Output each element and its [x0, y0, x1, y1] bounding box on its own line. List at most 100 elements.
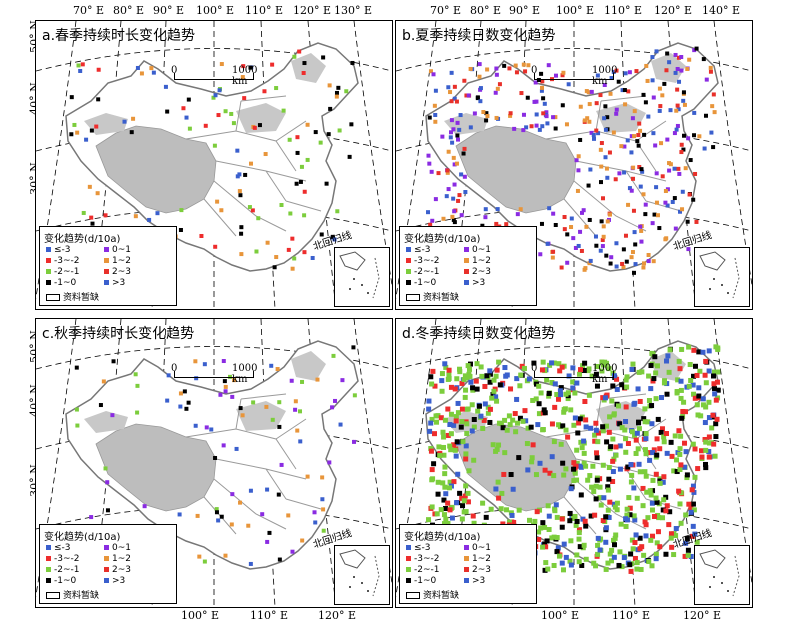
station-marker — [712, 453, 718, 459]
station-marker — [571, 236, 576, 241]
station-marker — [628, 551, 634, 557]
legend-label: >3 — [112, 576, 126, 586]
station-marker — [624, 512, 630, 518]
station-marker — [546, 513, 552, 519]
station-marker — [613, 444, 619, 450]
station-marker — [650, 351, 656, 357]
station-marker — [542, 467, 548, 473]
station-marker — [493, 486, 499, 492]
station-marker — [256, 216, 261, 221]
station-marker — [599, 164, 604, 169]
station-marker — [447, 443, 453, 449]
station-marker — [554, 391, 560, 397]
station-marker — [487, 419, 493, 425]
station-marker — [669, 544, 675, 550]
station-marker — [665, 353, 671, 359]
scale-bar: 0 1000 km — [171, 65, 257, 87]
station-marker — [536, 383, 542, 389]
station-marker — [327, 460, 332, 465]
station-marker — [517, 383, 523, 389]
station-marker — [204, 425, 209, 430]
station-marker — [630, 546, 636, 552]
station-marker — [686, 247, 691, 252]
station-marker — [98, 403, 103, 408]
south-china-sea-inset — [334, 247, 390, 307]
station-marker — [194, 376, 199, 381]
station-marker — [546, 63, 551, 68]
station-marker — [552, 506, 558, 512]
station-marker — [448, 447, 454, 453]
station-marker — [611, 501, 617, 507]
station-marker — [336, 85, 341, 90]
station-marker — [179, 208, 184, 213]
station-marker — [105, 508, 110, 513]
station-marker — [338, 422, 343, 427]
station-marker — [431, 72, 436, 77]
station-marker — [625, 440, 631, 446]
station-marker — [602, 82, 607, 87]
legend-item: -2~-1 — [406, 267, 440, 277]
station-marker — [438, 415, 444, 421]
station-marker — [617, 549, 623, 555]
station-marker — [504, 427, 510, 433]
station-marker — [495, 479, 501, 485]
station-marker — [462, 493, 468, 499]
legend-label: -1~0 — [54, 278, 77, 288]
legend-missing: 资料暂缺 — [406, 290, 459, 303]
legend-swatch — [46, 567, 51, 572]
station-marker — [646, 398, 652, 404]
station-marker — [240, 75, 245, 80]
station-marker — [663, 200, 668, 205]
station-marker — [684, 475, 690, 481]
station-marker — [330, 405, 335, 410]
station-marker — [442, 417, 448, 423]
station-marker — [652, 354, 658, 360]
station-marker — [465, 363, 471, 369]
station-marker — [714, 416, 720, 422]
legend-swatch — [104, 556, 109, 561]
station-marker — [534, 509, 540, 515]
station-marker — [506, 413, 512, 419]
station-marker — [669, 453, 675, 459]
station-marker — [599, 368, 605, 374]
station-marker — [696, 393, 702, 399]
legend-label: -1~0 — [414, 278, 437, 288]
station-marker — [525, 467, 531, 473]
station-marker — [605, 175, 610, 180]
station-marker — [621, 247, 626, 252]
station-marker — [526, 63, 531, 68]
legend-label: -3~-2 — [414, 554, 440, 564]
station-marker — [647, 488, 653, 494]
station-marker — [624, 374, 630, 380]
station-marker — [429, 381, 435, 387]
station-marker — [81, 210, 86, 215]
lon-label: 90° E — [509, 4, 541, 17]
station-marker — [692, 446, 698, 452]
station-marker — [683, 540, 689, 546]
station-marker — [426, 210, 431, 215]
station-marker — [525, 95, 530, 100]
station-marker — [569, 216, 574, 221]
legend-label: >3 — [472, 576, 486, 586]
legend-item: -2~-1 — [406, 565, 440, 575]
station-marker — [686, 501, 692, 507]
legend-swatch — [46, 578, 51, 583]
station-marker — [706, 368, 712, 374]
station-marker — [434, 419, 440, 425]
station-marker — [428, 374, 434, 380]
lon-label: 120° E — [683, 609, 722, 622]
station-marker — [219, 514, 224, 519]
station-marker — [599, 219, 604, 224]
station-marker — [453, 414, 459, 420]
station-marker — [215, 199, 220, 204]
station-marker — [281, 108, 286, 113]
station-marker — [696, 385, 702, 391]
station-marker — [536, 401, 542, 407]
station-marker — [555, 545, 561, 551]
station-marker — [542, 410, 548, 416]
station-marker — [653, 370, 659, 376]
station-marker — [698, 413, 704, 419]
station-marker — [463, 483, 469, 489]
station-marker — [340, 378, 345, 383]
legend-item: -3~-2 — [406, 554, 440, 564]
